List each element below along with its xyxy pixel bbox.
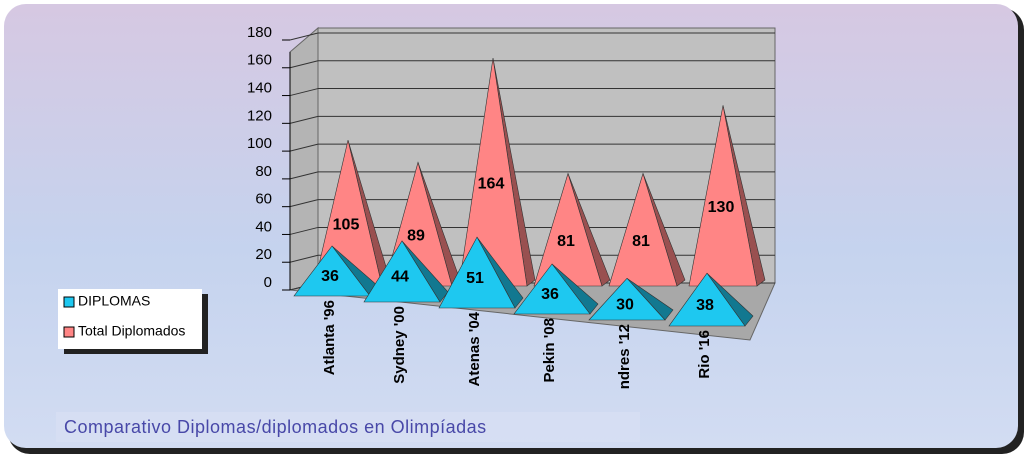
side-grid-line: [289, 115, 319, 124]
y-tick-label: 60: [255, 191, 272, 208]
y-tick-label: 100: [247, 135, 272, 152]
pyramid: [588, 277, 666, 321]
y-tick-label: 80: [255, 163, 272, 180]
y-tick-label: 120: [247, 107, 272, 124]
side-grid-line: [289, 199, 319, 208]
data-label: 105: [333, 216, 360, 233]
pyramid: [293, 245, 371, 297]
y-tick-label: 180: [247, 24, 272, 41]
side-grid-line: [289, 143, 319, 152]
x-tick-label: Sydney '00: [391, 306, 408, 384]
x-tick-label: ndres '12: [616, 324, 633, 389]
data-label: 36: [321, 268, 339, 285]
x-tick-label: Atlanta '96: [321, 300, 338, 375]
y-tick-label: 140: [247, 80, 272, 97]
side-grid-line: [289, 254, 319, 263]
legend-label: Total Diplomados: [78, 323, 185, 339]
y-tick-label: 0: [264, 274, 272, 291]
data-label: 51: [466, 270, 484, 287]
data-label: 81: [632, 233, 650, 250]
x-tick-label: Atenas '04: [466, 311, 483, 386]
pyramid: [363, 240, 441, 303]
x-tick-label: Pekin '08: [541, 318, 558, 382]
data-label: 38: [696, 297, 714, 314]
side-grid-line: [289, 32, 319, 41]
legend-swatch: [63, 326, 75, 338]
y-tick-label: 160: [247, 52, 272, 69]
x-tick-label: Rio '16: [696, 330, 713, 379]
legend-label: DIPLOMAS: [78, 293, 150, 309]
legend-swatch: [63, 296, 75, 308]
side-wall: [289, 26, 319, 291]
y-tick-label: 40: [255, 218, 272, 235]
side-grid-line: [289, 88, 319, 97]
pyramid: [668, 272, 746, 327]
data-label: 89: [407, 227, 425, 244]
pyramid: [513, 263, 591, 315]
legend: [58, 289, 202, 349]
side-grid-line: [289, 60, 319, 69]
data-label: 30: [616, 296, 634, 313]
side-grid-line: [289, 171, 319, 180]
pyramid: [608, 172, 678, 287]
data-label: 164: [478, 175, 505, 192]
pyramid: [688, 105, 758, 287]
side-grid-line: [289, 226, 319, 235]
chart-title: Comparativo Diplomas/diplomados en Olimp…: [64, 417, 487, 437]
y-tick-label: 20: [255, 246, 272, 263]
pyramid: [438, 236, 516, 309]
data-label: 36: [541, 286, 559, 303]
data-label: 81: [557, 233, 575, 250]
data-label: 130: [708, 199, 735, 216]
footer-box: [56, 412, 640, 442]
data-label: 44: [391, 269, 409, 286]
